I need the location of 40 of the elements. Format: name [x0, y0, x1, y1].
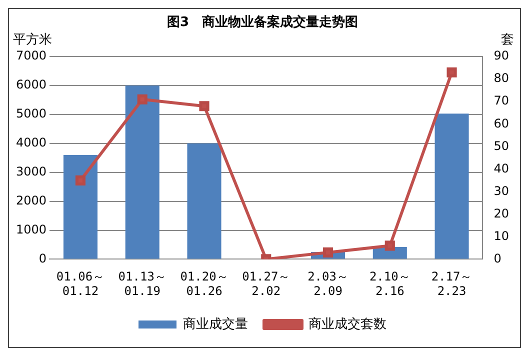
y-axis-title: 平方米	[13, 31, 52, 48]
bar	[63, 155, 98, 259]
y2-tick-label: 60	[494, 116, 510, 130]
point	[137, 94, 148, 104]
bar	[187, 143, 222, 259]
y-tick-label: 6000	[16, 78, 47, 92]
y2-tick-label: 10	[494, 228, 510, 243]
y2-tick-label: 40	[494, 161, 510, 176]
x-tick-label: 01.27～ 2.02	[242, 270, 290, 298]
point	[75, 175, 86, 186]
y2-tick-label: 30	[494, 184, 510, 198]
legend-label: 商业成交套数	[308, 316, 386, 332]
x-tick-label: 2.10～ 2.16	[369, 270, 410, 298]
y-tick-label: 5000	[16, 106, 47, 121]
y2-tick-label: 20	[494, 206, 510, 220]
x-tick-label: 2.17～ 2.23	[431, 270, 472, 298]
bar	[125, 86, 160, 259]
y-tick-label: 2000	[16, 193, 47, 208]
point	[322, 247, 334, 258]
chart-title: 图3 商业物业备案成交量走势图	[166, 14, 358, 30]
point	[384, 240, 395, 251]
y2-tick-label: 80	[494, 71, 510, 86]
point	[199, 101, 210, 112]
point	[446, 67, 457, 78]
legend-label: 商业成交量	[183, 316, 248, 332]
y2-tick-label: 0	[494, 251, 502, 266]
y-tick-label: 1000	[16, 222, 47, 236]
y2-tick-label: 90	[494, 48, 510, 63]
x-tick-label: 01.20～ 01.26	[180, 270, 228, 298]
x-tick-label: 2.03～ 2.09	[308, 270, 348, 298]
y2-axis-title: 套	[501, 32, 514, 48]
y2-tick-label: 70	[494, 94, 510, 108]
x-tick-label: 01.06～ 01.12	[56, 270, 105, 298]
y-tick-label: 3000	[16, 164, 47, 178]
x-tick-label: 01.13～ 01.19	[118, 270, 166, 298]
y-tick-label: 0	[38, 251, 47, 266]
y2-tick-label: 50	[494, 138, 510, 153]
y-tick-label: 7000	[16, 48, 47, 63]
bar	[434, 114, 469, 259]
y-tick-label: 4000	[16, 136, 47, 150]
